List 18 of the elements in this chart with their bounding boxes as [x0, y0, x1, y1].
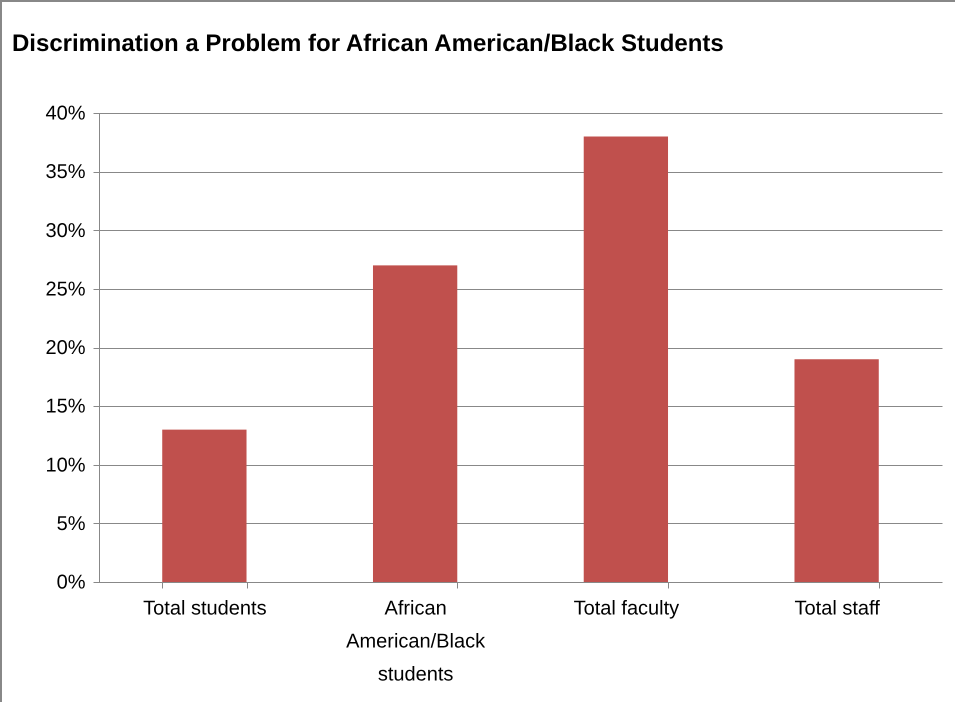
y-tick-label: 5% [56, 512, 86, 535]
y-tick-label: 15% [45, 396, 86, 418]
y-tick-label: 30% [45, 220, 86, 242]
bar [584, 136, 668, 582]
y-tick-label: 0% [56, 572, 86, 594]
bar [162, 430, 247, 582]
x-tick-label: African American/Black students [346, 598, 486, 686]
x-tick-label: Total students [143, 598, 267, 620]
y-tick-label: 10% [45, 454, 86, 476]
y-tick-label: 35% [45, 161, 86, 184]
x-tick-label: Total faculty [574, 598, 680, 620]
x-tick-label: Total staff [794, 598, 880, 620]
y-tick-label: 20% [45, 337, 86, 359]
chart-title: Discrimination a Problem for African American/Black Students [12, 30, 724, 57]
y-tick-label: 25% [45, 278, 86, 300]
bar [794, 359, 879, 582]
bar [372, 265, 458, 582]
y-tick-label: 40% [45, 102, 86, 124]
